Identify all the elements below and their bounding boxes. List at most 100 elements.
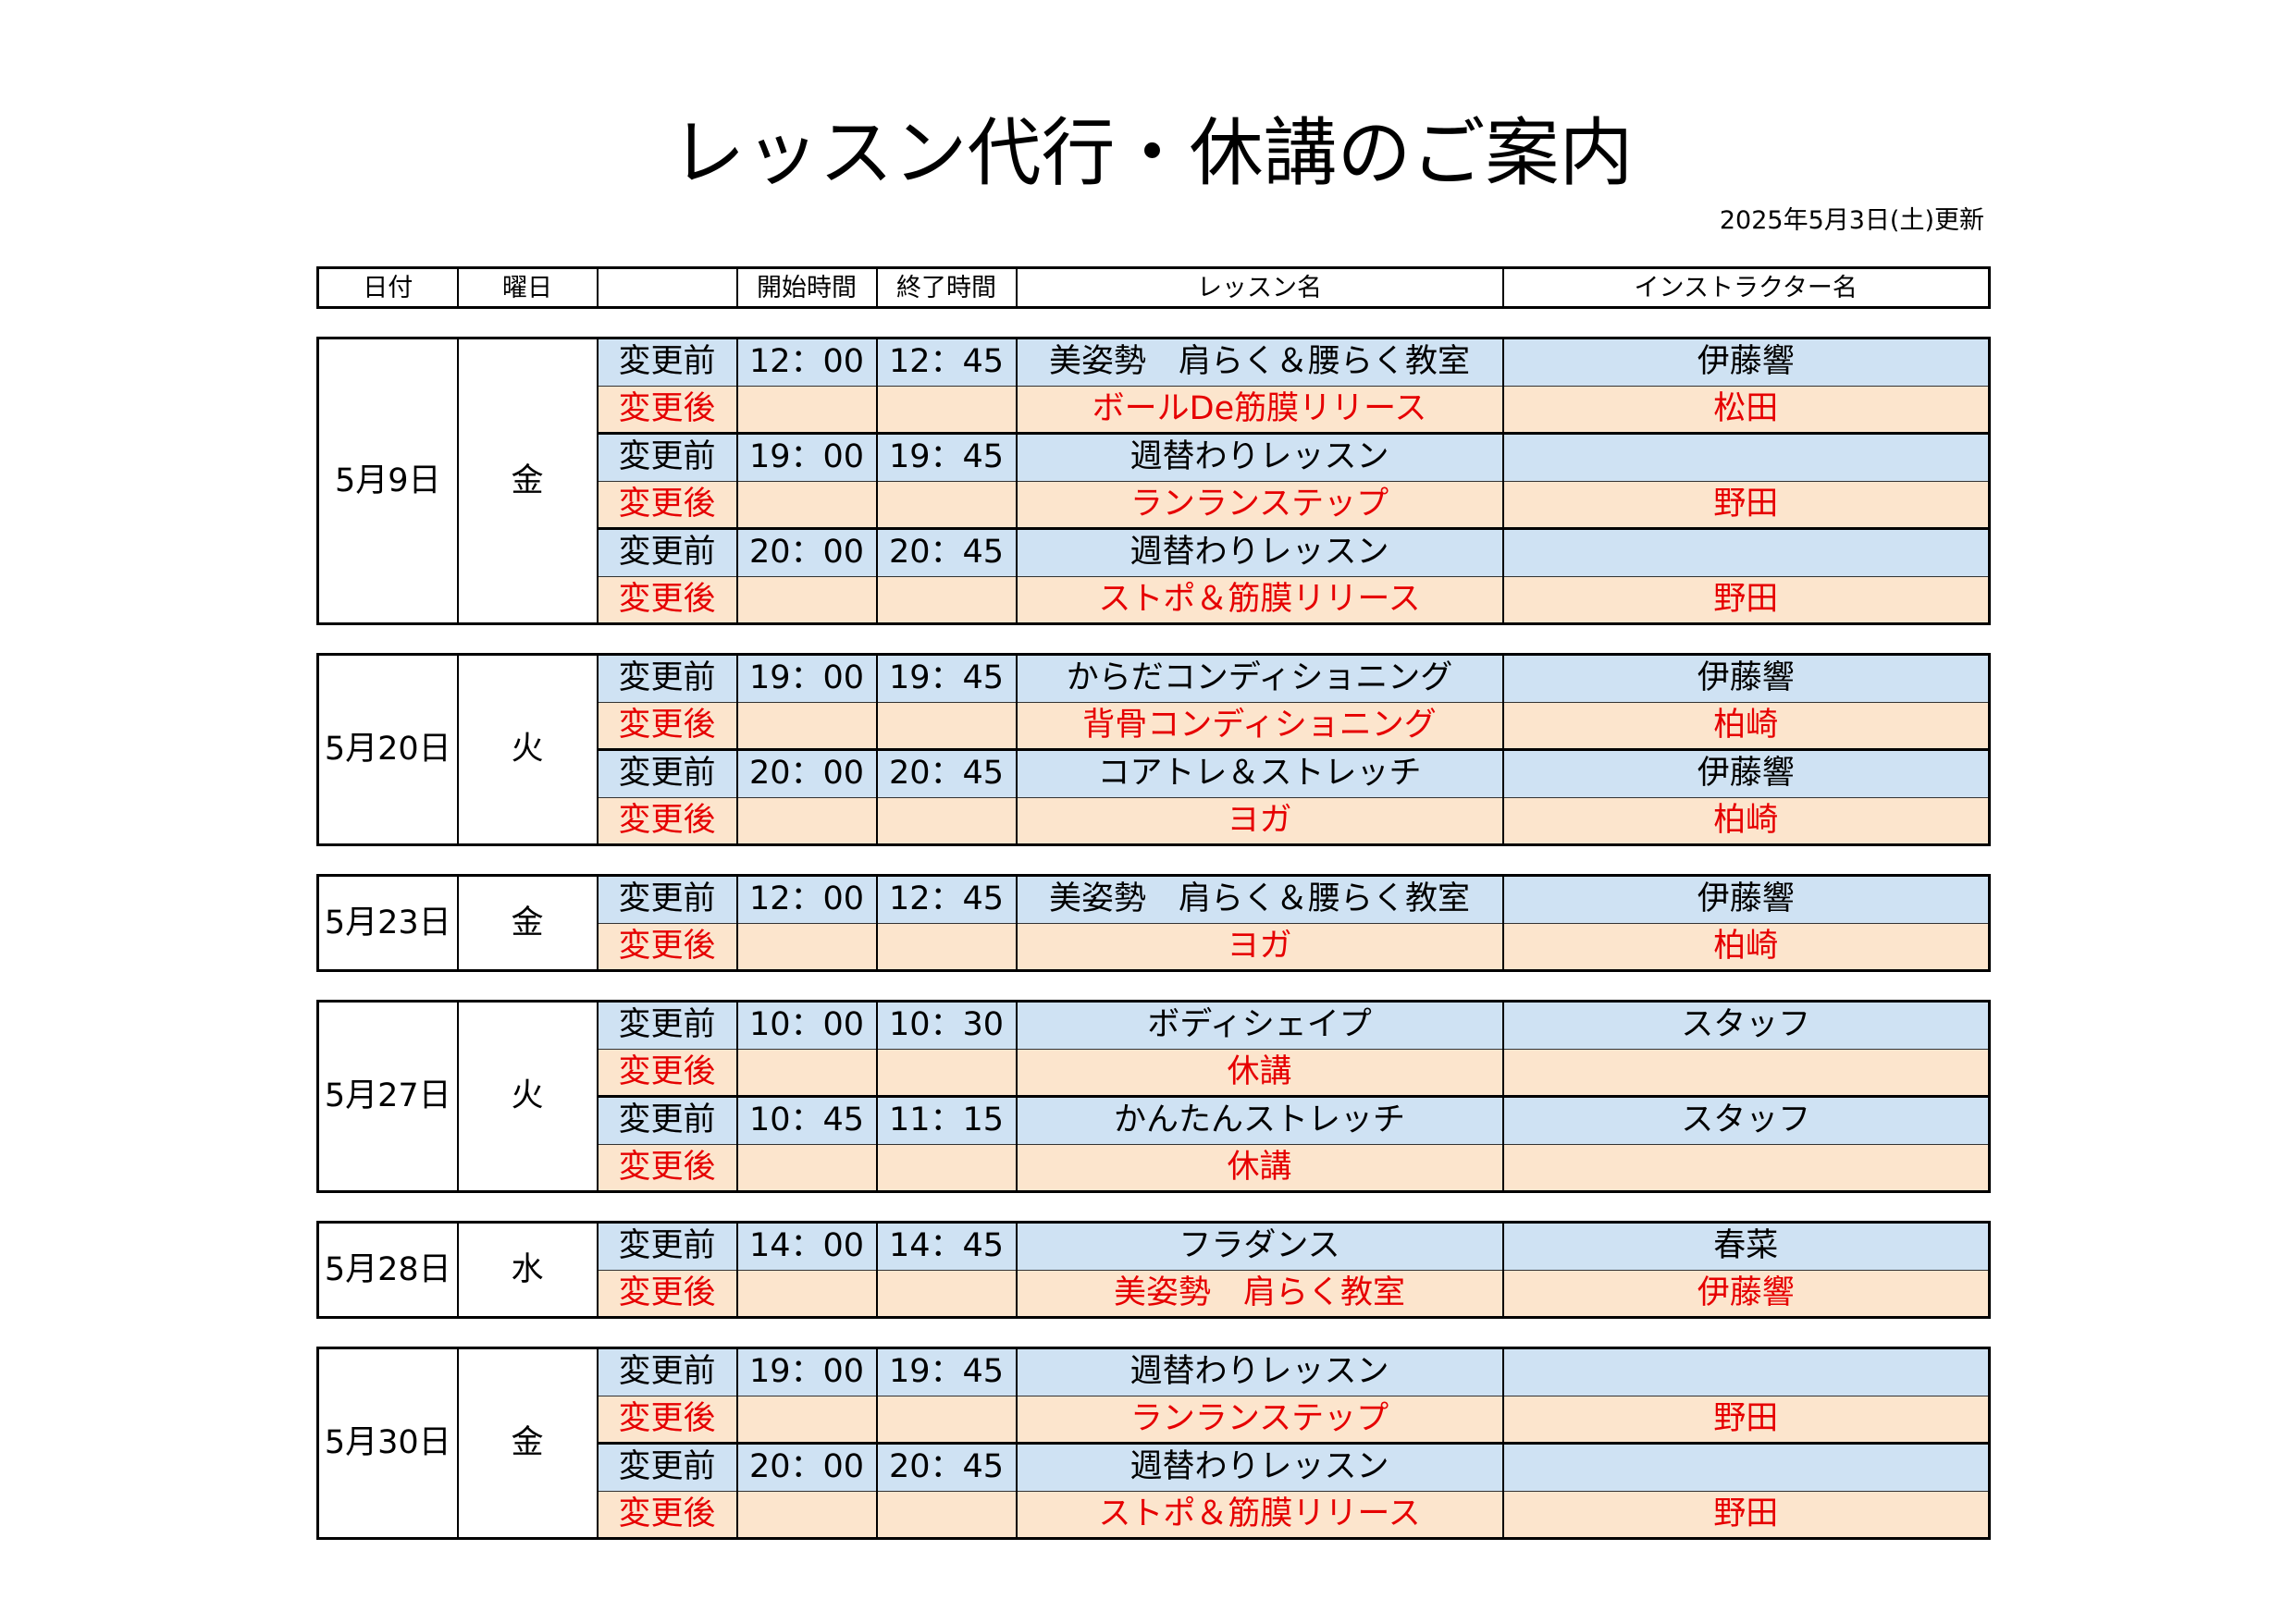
end-time [875, 1143, 1018, 1192]
lesson-name: 週替わりレッスン [1015, 1442, 1504, 1492]
instructor-name: 松田 [1501, 385, 1991, 434]
end-time: 19：45 [875, 654, 1018, 703]
change-status-label: 変更後 [596, 1048, 738, 1097]
change-status-label: 変更前 [596, 654, 738, 703]
header-instructor-name: インストラクター名 [1501, 267, 1991, 308]
lesson-name: ランランステップ [1015, 480, 1504, 529]
end-time: 20：45 [875, 527, 1018, 577]
start-time [735, 1269, 878, 1318]
page-title: レッスン代行・休講のご案内 [671, 110, 1634, 196]
start-time: 14：00 [735, 1222, 878, 1271]
end-time: 20：45 [875, 1442, 1018, 1492]
change-status-label: 変更前 [596, 875, 738, 924]
end-time [875, 480, 1018, 529]
row-after-change: 変更後 ヨガ 柏崎 [318, 796, 1991, 845]
start-time: 19：00 [735, 654, 878, 703]
row-before-change: 5月30日金変更前 19：00 19：45 週替わりレッスン [316, 1347, 1991, 1539]
row-before-change: 変更前 20：00 20：45 週替わりレッスン [318, 1442, 1991, 1492]
instructor-name: 野田 [1501, 1395, 1991, 1444]
lesson-name: 美姿勢 肩らく教室 [1015, 1269, 1504, 1318]
lesson-name: 美姿勢 肩らく＆腰らく教室 [1015, 338, 1504, 387]
row-after-change: 変更後 ストポ＆筋膜リリース 野田 [318, 575, 1991, 624]
lesson-name: 週替わりレッスン [1015, 1347, 1504, 1396]
row-before-change: 変更前 20：00 20：45 週替わりレッスン [318, 527, 1991, 577]
row-after-change: 変更後 ランランステップ 野田 [318, 1395, 1991, 1444]
weekday-cell: 金 [456, 1347, 599, 1539]
change-status-label: 変更後 [596, 1395, 738, 1444]
change-status-label: 変更前 [596, 432, 738, 482]
lesson-name: 休講 [1015, 1143, 1504, 1192]
start-time [735, 922, 878, 971]
instructor-name: 柏崎 [1501, 922, 1991, 971]
lesson-name: フラダンス [1015, 1222, 1504, 1271]
row-before-change: 5月27日火変更前 10：00 10：30 ボディシェイプ スタッフ [316, 1000, 1991, 1192]
lesson-name: 週替わりレッスン [1015, 432, 1504, 482]
row-after-change: 変更後 ボールDe筋膜リリース 松田 [318, 385, 1991, 434]
start-time: 20：00 [735, 527, 878, 577]
day-block: 5月23日金変更前 12：00 12：45 美姿勢 肩らく＆腰らく教室 伊藤響 変更後 ヨガ… [316, 874, 1991, 972]
instructor-name: 野田 [1501, 575, 1991, 624]
schedule-table: 日付 曜日 開始時間 終了時間 レッスン名 インストラクター名 5月9日金変更前… [316, 266, 1991, 1540]
change-status-label: 変更前 [596, 527, 738, 577]
lesson-name: 週替わりレッスン [1015, 527, 1504, 577]
instructor-name: 伊藤響 [1501, 338, 1991, 387]
end-time [875, 1048, 1018, 1097]
lesson-name: ストポ＆筋膜リリース [1015, 1490, 1504, 1539]
start-time [735, 796, 878, 845]
change-status-label: 変更前 [596, 748, 738, 798]
row-after-change: 変更後 休講 [318, 1048, 1991, 1097]
instructor-name: 伊藤響 [1501, 875, 1991, 924]
end-time [875, 922, 1018, 971]
day-block: 5月30日金変更前 19：00 19：45 週替わりレッスン 変更後 ランランステップ 野田… [316, 1347, 1991, 1540]
date-cell: 5月27日 [316, 1000, 459, 1192]
lesson-name: からだコンディショニング [1015, 654, 1504, 703]
start-time: 12：00 [735, 338, 878, 387]
lesson-name: ボールDe筋膜リリース [1015, 385, 1504, 434]
start-time [735, 1490, 878, 1539]
start-time: 19：00 [735, 432, 878, 482]
lesson-name: ヨガ [1015, 922, 1504, 971]
header-status [596, 267, 738, 308]
start-time [735, 1048, 878, 1097]
end-time: 11：15 [875, 1095, 1018, 1145]
row-before-change: 変更前 19：00 19：45 週替わりレッスン [318, 432, 1991, 482]
lesson-name: ストポ＆筋膜リリース [1015, 575, 1504, 624]
date-cell: 5月30日 [316, 1347, 459, 1539]
end-time: 12：45 [875, 875, 1018, 924]
start-time: 20：00 [735, 1442, 878, 1492]
end-time [875, 385, 1018, 434]
date-cell: 5月20日 [316, 653, 459, 845]
start-time [735, 575, 878, 624]
end-time: 12：45 [875, 338, 1018, 387]
lesson-name: 美姿勢 肩らく＆腰らく教室 [1015, 875, 1504, 924]
row-before-change: 5月28日水変更前 14：00 14：45 フラダンス 春菜 [316, 1221, 1991, 1318]
row-after-change: 変更後 美姿勢 肩らく教室 伊藤響 [318, 1269, 1991, 1318]
start-time: 10：45 [735, 1095, 878, 1145]
instructor-name [1501, 1143, 1991, 1192]
change-status-label: 変更後 [596, 480, 738, 529]
row-after-change: 変更後 ストポ＆筋膜リリース 野田 [318, 1490, 1991, 1539]
lesson-name: ランランステップ [1015, 1395, 1504, 1444]
end-time [875, 1269, 1018, 1318]
weekday-cell: 金 [456, 874, 599, 971]
change-status-label: 変更前 [596, 1001, 738, 1050]
end-time: 20：45 [875, 748, 1018, 798]
row-before-change: 5月20日火変更前 19：00 19：45 からだコンディショニング 伊藤響 [316, 653, 1991, 845]
instructor-name: 柏崎 [1501, 796, 1991, 845]
start-time: 12：00 [735, 875, 878, 924]
change-status-label: 変更前 [596, 1095, 738, 1145]
row-before-change: 変更前 10：45 11：15 かんたんストレッチ スタッフ [318, 1095, 1991, 1145]
instructor-name: 柏崎 [1501, 701, 1991, 750]
day-block: 5月27日火変更前 10：00 10：30 ボディシェイプ スタッフ 変更後 休講 変更前 10… [316, 1000, 1991, 1193]
instructor-name: 野田 [1501, 480, 1991, 529]
header-start-time: 開始時間 [735, 267, 878, 308]
header-lesson-name: レッスン名 [1015, 267, 1504, 308]
instructor-name [1501, 527, 1991, 577]
change-status-label: 変更前 [596, 338, 738, 387]
header-weekday: 曜日 [456, 267, 599, 308]
end-time [875, 1490, 1018, 1539]
instructor-name: 伊藤響 [1501, 654, 1991, 703]
end-time [875, 1395, 1018, 1444]
row-after-change: 変更後 ヨガ 柏崎 [318, 922, 1991, 971]
day-block: 5月20日火変更前 19：00 19：45 からだコンディショニング 伊藤響 変更後 背骨コ… [316, 653, 1991, 846]
